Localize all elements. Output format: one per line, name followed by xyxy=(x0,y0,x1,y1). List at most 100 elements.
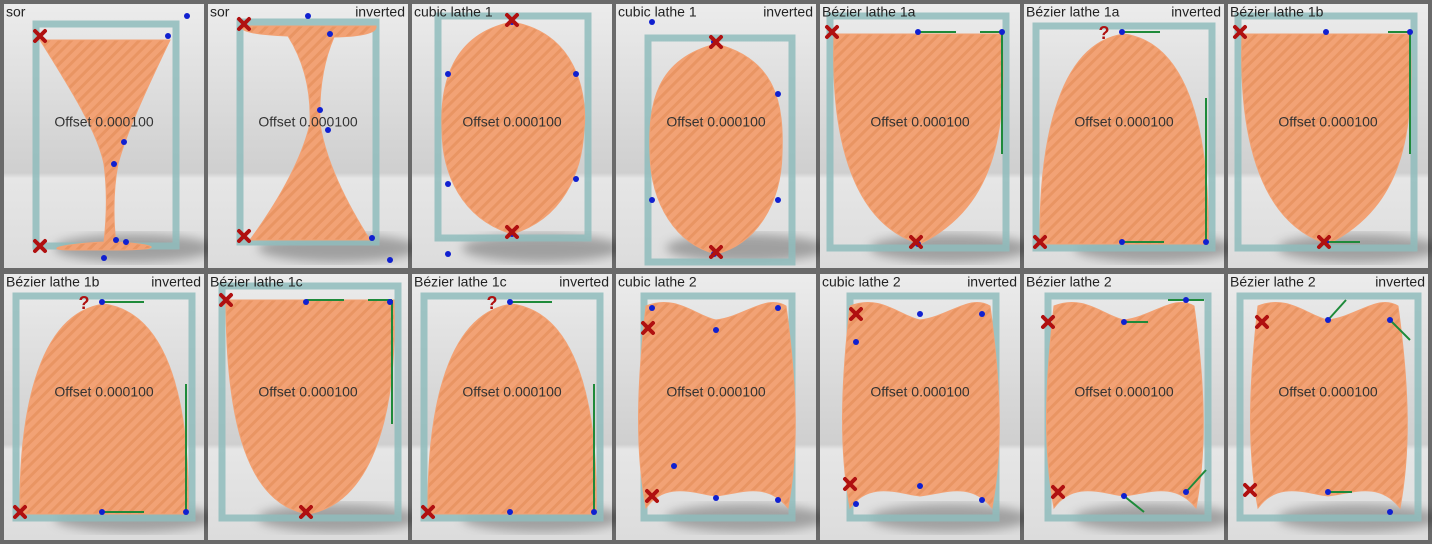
panel-title: Bézier lathe 2 xyxy=(1230,274,1316,290)
control-point xyxy=(713,495,719,501)
frame xyxy=(1032,22,1216,252)
start-marker xyxy=(237,229,251,243)
panel: Bézier lathe 1b Offset 0.000100 xyxy=(1228,4,1432,268)
control-point xyxy=(1325,489,1331,495)
control-point xyxy=(387,299,393,305)
panel-title: Bézier lathe 1a xyxy=(822,4,916,20)
control-point xyxy=(917,311,923,317)
control-point xyxy=(979,497,985,503)
start-marker xyxy=(1233,25,1247,39)
start-marker xyxy=(505,225,519,239)
control-point xyxy=(305,13,311,19)
control-point xyxy=(1325,317,1331,323)
panel-title: Bézier lathe 2 xyxy=(1026,274,1112,290)
control-point xyxy=(979,311,985,317)
control-point xyxy=(387,257,393,263)
control-point xyxy=(507,509,513,515)
control-point xyxy=(113,237,119,243)
start-marker xyxy=(237,17,251,31)
tangent-handle xyxy=(1389,319,1411,341)
control-point xyxy=(325,127,331,133)
offset-label: Offset 0.000100 xyxy=(666,114,766,130)
control-point xyxy=(99,299,105,305)
start-marker xyxy=(505,13,519,27)
control-point xyxy=(445,251,451,257)
lathe-shape xyxy=(638,301,796,510)
control-point xyxy=(507,299,513,305)
offset-label: Offset 0.000100 xyxy=(1074,114,1174,130)
control-point xyxy=(775,497,781,503)
control-point xyxy=(853,339,859,345)
control-point xyxy=(649,19,655,25)
panel-title: Bézier lathe 1b xyxy=(6,274,100,290)
control-point xyxy=(183,509,189,515)
offset-label: Offset 0.000100 xyxy=(462,384,562,400)
offset-label: Offset 0.000100 xyxy=(54,384,154,400)
control-point xyxy=(121,139,127,145)
start-marker xyxy=(1243,483,1257,497)
control-point xyxy=(573,176,579,182)
start-marker xyxy=(33,239,47,253)
offset-label: Offset 0.000100 xyxy=(1074,384,1174,400)
start-marker xyxy=(1051,485,1065,499)
control-point xyxy=(853,501,859,507)
control-point xyxy=(1119,239,1125,245)
panel-title: sor xyxy=(6,4,26,20)
control-point xyxy=(649,305,655,311)
frame xyxy=(420,292,604,522)
control-point xyxy=(1183,489,1189,495)
panel: Bézier lathe 1c inverted? Offset 0.000100 xyxy=(412,274,622,540)
start-marker xyxy=(909,235,923,249)
panel: sor inverted Offset 0.000100 xyxy=(208,4,418,268)
control-point xyxy=(1387,509,1393,515)
panel-title: cubic lathe 1 xyxy=(414,4,493,20)
panel: cubic lathe 2 inverted Offset 0.000100 xyxy=(820,274,1030,540)
question-marker: ? xyxy=(1099,23,1110,43)
control-point xyxy=(573,71,579,77)
offset-label: Offset 0.000100 xyxy=(870,384,970,400)
tangent-handle xyxy=(1123,495,1145,513)
panel-title: Bézier lathe 1b xyxy=(1230,4,1324,20)
start-marker xyxy=(1317,235,1331,249)
start-marker xyxy=(709,35,723,49)
panel: cubic lathe 1 inverted Offset 0.000100 xyxy=(616,4,826,268)
start-marker xyxy=(709,245,723,259)
panel-title: cubic lathe 2 xyxy=(618,274,697,290)
control-point xyxy=(591,509,597,515)
control-point xyxy=(1119,29,1125,35)
frame xyxy=(826,12,1010,252)
control-point xyxy=(327,31,333,37)
panel: Bézier lathe 1a inverted? Offset 0.000100 xyxy=(1024,4,1234,268)
control-point xyxy=(445,71,451,77)
control-point xyxy=(775,197,781,203)
panel-title: cubic lathe 1 xyxy=(618,4,697,20)
frame xyxy=(236,18,380,246)
start-marker xyxy=(219,293,233,307)
offset-label: Offset 0.000100 xyxy=(1278,114,1378,130)
offset-label: Offset 0.000100 xyxy=(666,384,766,400)
panel-title: cubic lathe 2 xyxy=(822,274,901,290)
start-marker xyxy=(843,477,857,491)
control-point xyxy=(775,305,781,311)
start-marker xyxy=(33,29,47,43)
offset-label: Offset 0.000100 xyxy=(870,114,970,130)
panel: Bézier lathe 2 inverted Offset 0.000100 xyxy=(1228,274,1432,540)
panel: Bézier lathe 1c Offset 0.000100 xyxy=(208,274,418,540)
lathe-shape xyxy=(842,301,1000,510)
control-point xyxy=(165,33,171,39)
question-marker: ? xyxy=(79,293,90,313)
control-point xyxy=(101,255,107,261)
control-point xyxy=(1183,297,1189,303)
control-point xyxy=(775,91,781,97)
control-point xyxy=(123,239,129,245)
offset-label: Offset 0.000100 xyxy=(462,114,562,130)
start-marker xyxy=(849,307,863,321)
start-marker xyxy=(299,505,313,519)
control-point xyxy=(99,509,105,515)
control-point xyxy=(369,235,375,241)
control-point xyxy=(1407,29,1413,35)
panel-mode: inverted xyxy=(763,4,813,20)
panel: Bézier lathe 1b inverted? Offset 0.000100 xyxy=(4,274,214,540)
question-marker: ? xyxy=(487,293,498,313)
frame xyxy=(12,292,196,522)
